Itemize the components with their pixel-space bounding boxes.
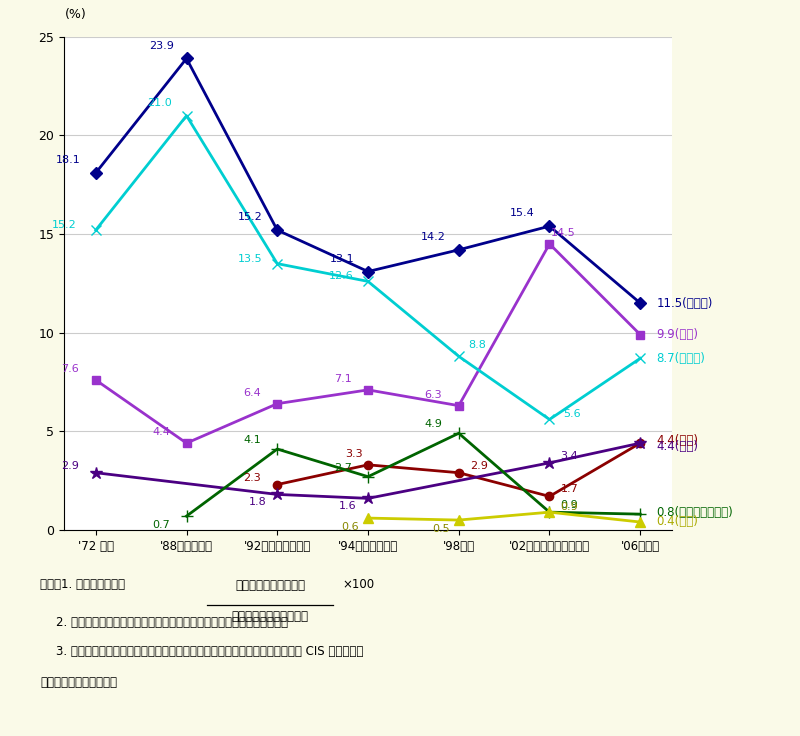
Text: 2.3: 2.3	[243, 473, 261, 483]
Text: 7.6: 7.6	[62, 364, 79, 374]
Text: 13.1: 13.1	[330, 254, 355, 263]
Text: 3.3: 3.3	[346, 449, 363, 459]
Text: 1.6: 1.6	[339, 501, 357, 512]
Text: 8.7(ロシア): 8.7(ロシア)	[657, 352, 706, 365]
Text: （出典）文部科学省調べ: （出典）文部科学省調べ	[40, 676, 117, 689]
Text: 3. ロシアについては，カルガリー大会までは旧ソ連，アルベールビル大会は CIS の獲得数。: 3. ロシアについては，カルガリー大会までは旧ソ連，アルベールビル大会は CIS…	[56, 645, 363, 659]
Text: 0.5: 0.5	[432, 524, 450, 534]
Text: （注）1. メダル獲得率＝: （注）1. メダル獲得率＝	[40, 578, 125, 591]
Text: 6.3: 6.3	[425, 390, 442, 400]
Text: 0.8(オーストラリア): 0.8(オーストラリア)	[657, 506, 734, 519]
Text: 0.7: 0.7	[152, 520, 170, 530]
Text: 21.0: 21.0	[147, 98, 172, 107]
Text: 5.6: 5.6	[563, 409, 581, 420]
Text: 11.5(ドイツ): 11.5(ドイツ)	[657, 297, 713, 310]
Text: 4.1: 4.1	[243, 435, 261, 445]
Text: 18.1: 18.1	[56, 155, 81, 165]
Text: 15.2: 15.2	[52, 220, 76, 230]
Text: 0.9: 0.9	[561, 502, 578, 512]
Text: 8.8: 8.8	[468, 341, 486, 350]
Text: 0.9: 0.9	[561, 500, 578, 510]
Text: 1.7: 1.7	[561, 484, 578, 495]
Text: 1.8: 1.8	[249, 498, 266, 507]
Text: 14.5: 14.5	[550, 228, 575, 238]
Text: 2.9: 2.9	[470, 461, 488, 471]
Text: 2. ドイツについては，カルガリー大会までは東西ドイツの合計獲得数。: 2. ドイツについては，カルガリー大会までは東西ドイツの合計獲得数。	[56, 616, 288, 629]
Text: 7.1: 7.1	[334, 374, 351, 384]
Text: 9.9(米国): 9.9(米国)	[657, 328, 698, 342]
Text: 3.4: 3.4	[561, 451, 578, 461]
Text: 12.6: 12.6	[329, 272, 353, 281]
Text: 4.4(中国): 4.4(中国)	[657, 434, 698, 447]
Text: 4.4: 4.4	[152, 427, 170, 437]
Text: 2.9: 2.9	[62, 461, 79, 471]
Text: 15.2: 15.2	[238, 212, 262, 222]
Text: 6.4: 6.4	[243, 388, 261, 397]
Text: 0.4(日本): 0.4(日本)	[657, 514, 698, 528]
Text: ×100: ×100	[342, 578, 374, 591]
Text: 13.5: 13.5	[238, 254, 262, 263]
Text: 2.7: 2.7	[334, 463, 351, 473]
Text: 4.9: 4.9	[424, 420, 442, 429]
Text: 0.6: 0.6	[341, 522, 358, 532]
Text: 当該国のメダル獲得数: 当該国のメダル獲得数	[235, 579, 305, 592]
Text: (%): (%)	[65, 8, 86, 21]
Text: 全競技種目のメダル総数: 全競技種目のメダル総数	[231, 610, 309, 623]
Text: 15.4: 15.4	[510, 208, 534, 219]
Text: 14.2: 14.2	[421, 232, 446, 242]
Text: 4.4(韓国): 4.4(韓国)	[657, 440, 698, 453]
Text: 23.9: 23.9	[149, 40, 174, 51]
